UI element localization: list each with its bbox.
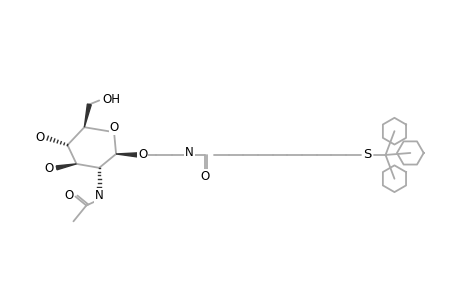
Text: O: O (138, 148, 147, 161)
Text: O: O (109, 121, 118, 134)
Text: S: S (363, 148, 371, 161)
Text: O: O (64, 189, 73, 202)
Text: O: O (44, 162, 53, 175)
Polygon shape (84, 104, 91, 127)
Polygon shape (116, 153, 139, 157)
Text: N: N (185, 146, 193, 160)
Text: O: O (200, 170, 209, 183)
Text: O: O (35, 130, 45, 144)
Polygon shape (56, 164, 76, 170)
Text: OH: OH (102, 93, 120, 106)
Text: N: N (95, 189, 103, 202)
